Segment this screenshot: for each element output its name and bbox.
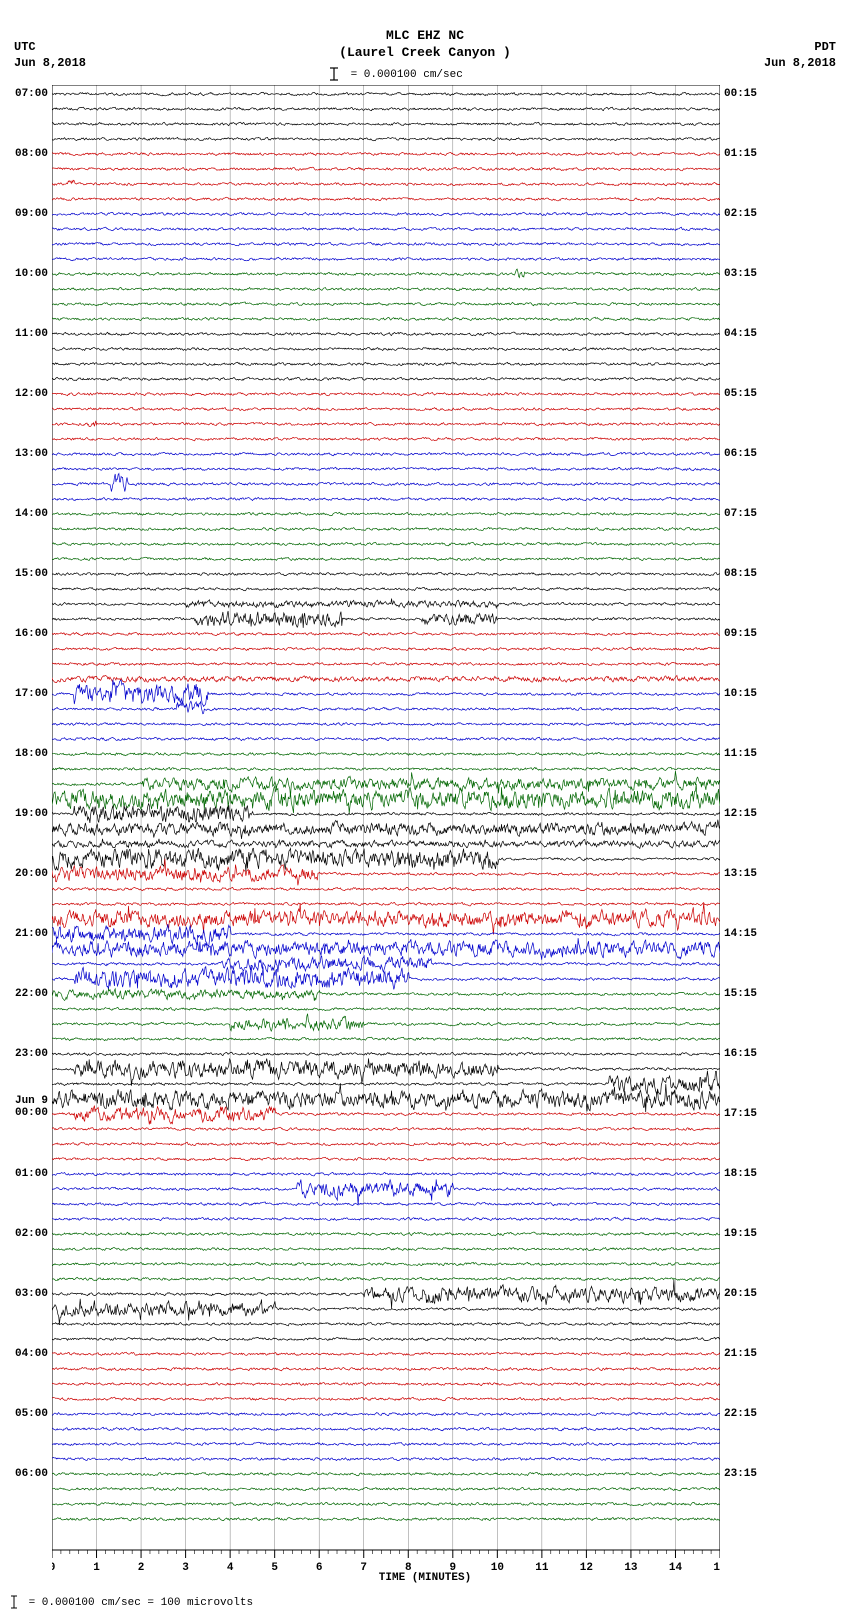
utc-label: 03:00 — [15, 1288, 48, 1300]
pdt-label: 12:15 — [724, 808, 757, 820]
scale-marker: = 0.000100 cm/sec — [324, 66, 524, 82]
utc-label: 15:00 — [15, 568, 48, 580]
pdt-hour-labels: 00:15 01:15 02:15 03:15 04:15 05:15 06:15 07:15… — [722, 85, 842, 1550]
timezone-left: UTC Jun 8,2018 — [14, 40, 86, 71]
pdt-label: 00:15 — [724, 88, 757, 100]
utc-label: 19:00 — [15, 808, 48, 820]
pdt-label: 23:15 — [724, 1468, 757, 1480]
pdt-label: 05:15 — [724, 388, 757, 400]
utc-label: Jun 900:00 — [15, 1095, 48, 1119]
utc-label: 13:00 — [15, 448, 48, 460]
utc-label: 22:00 — [15, 988, 48, 1000]
utc-label: 10:00 — [15, 268, 48, 280]
utc-label: 05:00 — [15, 1408, 48, 1420]
utc-label: 06:00 — [15, 1468, 48, 1480]
pdt-label: 19:15 — [724, 1228, 757, 1240]
seismogram-svg: 0123456789101112131415 — [52, 85, 720, 1580]
utc-label: 16:00 — [15, 628, 48, 640]
pdt-label: 04:15 — [724, 328, 757, 340]
pdt-label: 16:15 — [724, 1048, 757, 1060]
utc-hour-labels: 07:00 08:00 09:00 10:00 11:00 12:00 13:00 14:00… — [0, 85, 50, 1550]
station-code: MLC EHZ NC — [386, 28, 464, 43]
pdt-label: 11:15 — [724, 748, 757, 760]
utc-label: 20:00 — [15, 868, 48, 880]
pdt-label: 17:15 — [724, 1108, 757, 1120]
pdt-label: 21:15 — [724, 1348, 757, 1360]
utc-label: 18:00 — [15, 748, 48, 760]
utc-label: 12:00 — [15, 388, 48, 400]
x-axis-label: TIME (MINUTES) — [0, 1572, 850, 1584]
utc-label: 17:00 — [15, 688, 48, 700]
pdt-label: 01:15 — [724, 148, 757, 160]
pdt-label: 20:15 — [724, 1288, 757, 1300]
pdt-label: 08:15 — [724, 568, 757, 580]
pdt-label: 18:15 — [724, 1168, 757, 1180]
utc-label: 21:00 — [15, 928, 48, 940]
utc-label: 04:00 — [15, 1348, 48, 1360]
utc-label: 01:00 — [15, 1168, 48, 1180]
seismogram-container: MLC EHZ NC (Laurel Creek Canyon ) = 0.00… — [0, 0, 850, 1613]
pdt-label: 07:15 — [724, 508, 757, 520]
utc-label: 23:00 — [15, 1048, 48, 1060]
utc-label: 08:00 — [15, 148, 48, 160]
pdt-label: 15:15 — [724, 988, 757, 1000]
pdt-label: 09:15 — [724, 628, 757, 640]
pdt-label: 22:15 — [724, 1408, 757, 1420]
header: MLC EHZ NC (Laurel Creek Canyon ) — [0, 28, 850, 62]
tz-right-label: PDT — [814, 40, 836, 54]
seismogram-plot: 0123456789101112131415 — [52, 85, 720, 1550]
pdt-label: 03:15 — [724, 268, 757, 280]
tz-right-date: Jun 8,2018 — [764, 56, 836, 70]
footer-scale: = 0.000100 cm/sec = 100 microvolts — [6, 1595, 253, 1609]
station-location: (Laurel Creek Canyon ) — [339, 45, 511, 60]
pdt-label: 13:15 — [724, 868, 757, 880]
scale-text: = 0.000100 cm/sec — [351, 69, 463, 81]
timezone-right: PDT Jun 8,2018 — [764, 40, 836, 71]
tz-left-date: Jun 8,2018 — [14, 56, 86, 70]
tz-left-label: UTC — [14, 40, 36, 54]
utc-label: 14:00 — [15, 508, 48, 520]
utc-label: 11:00 — [15, 328, 48, 340]
pdt-label: 02:15 — [724, 208, 757, 220]
utc-label: 02:00 — [15, 1228, 48, 1240]
pdt-label: 10:15 — [724, 688, 757, 700]
footer-text: = 0.000100 cm/sec = 100 microvolts — [29, 1597, 253, 1609]
pdt-label: 06:15 — [724, 448, 757, 460]
pdt-label: 14:15 — [724, 928, 757, 940]
utc-label: 07:00 — [15, 88, 48, 100]
utc-label: 09:00 — [15, 208, 48, 220]
